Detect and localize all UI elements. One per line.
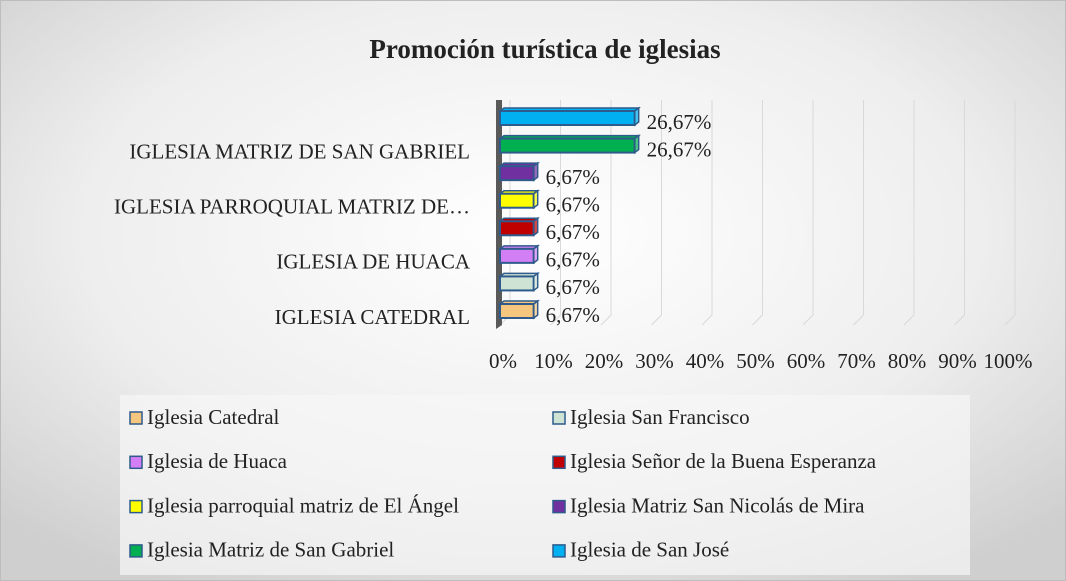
bar-side (532, 189, 539, 210)
bar (499, 110, 636, 126)
legend-swatch (129, 544, 143, 558)
bar (499, 220, 535, 237)
bar (499, 303, 535, 319)
legend-label: Iglesia parroquial matriz de El Ángel (147, 493, 459, 517)
bar-side (633, 106, 640, 127)
grid-line (853, 100, 864, 326)
bar-side (532, 161, 539, 182)
grid-line (954, 100, 965, 326)
chart-title: Promoción turística de iglesias (369, 34, 720, 64)
legend-label: Iglesia Matriz San Nicolás de Mira (570, 493, 865, 517)
value-label: 26,67% (647, 110, 712, 134)
bar (499, 275, 535, 292)
grid-line (752, 100, 763, 326)
axis-wall (496, 100, 502, 329)
y-tick-label: IGLESIA CATEDRAL (275, 305, 470, 329)
legend-swatch (552, 455, 566, 470)
legend-swatch (552, 411, 566, 425)
x-tick-label: 80% (888, 349, 927, 373)
bar (499, 165, 535, 182)
y-tick-label: IGLESIA MATRIZ DE SAN GABRIEL (129, 139, 470, 163)
legend-background (120, 395, 970, 575)
bar (499, 137, 636, 154)
bar-side (532, 299, 539, 320)
bar (499, 247, 535, 264)
x-tick-label: 90% (938, 349, 977, 373)
legend-swatch (552, 544, 566, 558)
legend-label: Iglesia Matriz de San Gabriel (147, 538, 394, 562)
grid-line (600, 100, 612, 326)
bar-side (532, 271, 539, 292)
y-tick-label: IGLESIA DE HUACA (276, 250, 470, 274)
x-tick-label: 40% (686, 349, 725, 373)
value-label: 6,67% (546, 165, 600, 189)
x-tick-label: 60% (787, 349, 826, 373)
legend-label: Iglesia de San José (570, 538, 729, 562)
value-label: 6,67% (546, 193, 600, 217)
grid-line (651, 100, 662, 326)
grid-line (903, 100, 915, 326)
legend-label: Iglesia San Francisco (570, 405, 750, 429)
grid-line (802, 100, 814, 326)
y-tick-label: IGLESIA PARROQUIAL MATRIZ DE… (114, 195, 470, 219)
grid-line (701, 100, 713, 326)
value-label: 6,67% (546, 220, 600, 244)
x-tick-label: 100% (984, 349, 1033, 373)
bar-side (532, 244, 539, 265)
legend-label: Iglesia de Huaca (147, 449, 288, 473)
legend-swatch (129, 411, 143, 425)
value-label: 6,67% (546, 248, 600, 272)
legend-label: Iglesia Señor de la Buena Esperanza (570, 449, 877, 473)
x-tick-label: 30% (635, 349, 674, 373)
x-tick-label: 50% (736, 349, 775, 373)
legend-swatch (129, 455, 143, 470)
legend-label: Iglesia Catedral (147, 405, 280, 429)
bar-side (532, 216, 539, 237)
x-tick-label: 70% (837, 349, 876, 373)
legend-swatch (552, 499, 566, 514)
legend-swatch (129, 499, 143, 514)
x-tick-label: 20% (585, 349, 624, 373)
grid-line (1004, 100, 1016, 326)
value-label: 6,67% (546, 275, 600, 299)
x-tick-label: 0% (489, 349, 517, 373)
value-label: 26,67% (647, 137, 712, 161)
grid-line (550, 100, 561, 326)
x-tick-label: 10% (534, 349, 573, 373)
value-label: 6,67% (546, 303, 600, 327)
bar (499, 192, 535, 209)
bar-side (633, 134, 640, 155)
